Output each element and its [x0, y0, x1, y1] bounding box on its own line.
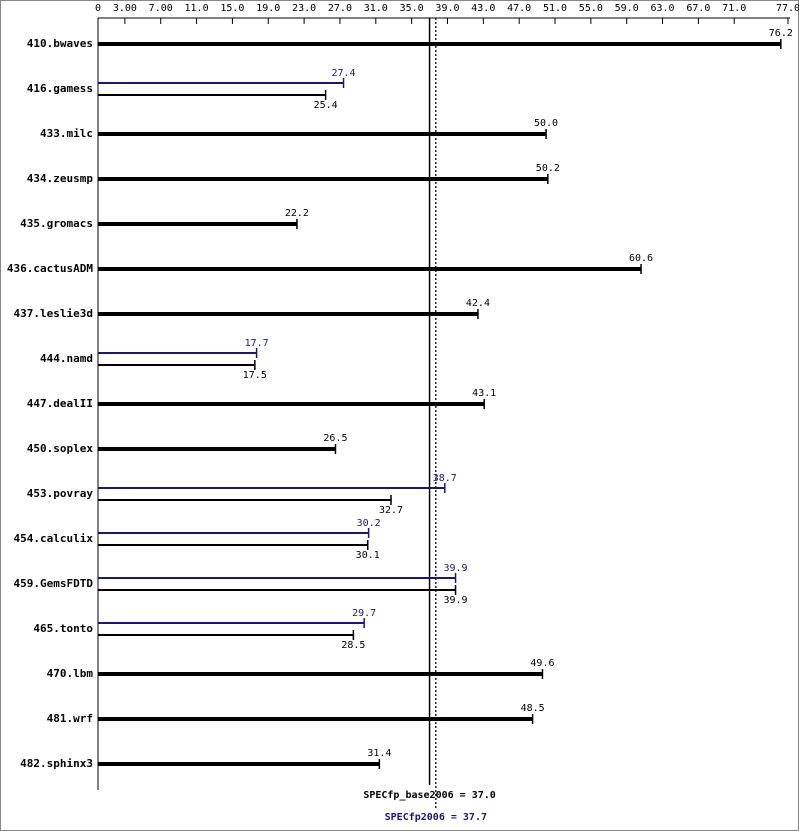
x-tick-label: 11.0 — [185, 3, 209, 14]
x-tick-label: 39.0 — [435, 3, 459, 14]
bar — [98, 177, 548, 181]
x-tick-label: 7.00 — [149, 3, 173, 14]
value-label: 25.4 — [314, 100, 338, 111]
value-label: 17.7 — [245, 338, 269, 349]
x-tick-label: 0 — [95, 3, 101, 14]
value-label: 50.0 — [534, 118, 558, 129]
bar — [98, 487, 445, 489]
value-label: 39.9 — [443, 595, 467, 606]
reference-label: SPECfp_base2006 = 37.0 — [363, 790, 495, 801]
bar — [98, 42, 781, 46]
value-label: 29.7 — [352, 608, 376, 619]
bar — [98, 82, 344, 84]
x-tick-label: 67.0 — [686, 3, 710, 14]
x-tick-label: 27.0 — [328, 3, 352, 14]
bar — [98, 132, 547, 136]
category-label: 454.calculix — [14, 532, 94, 545]
x-tick-label: 77.0 — [776, 3, 799, 14]
bar — [98, 352, 257, 354]
value-label: 60.6 — [629, 253, 653, 264]
category-label: 436.cactusADM — [7, 262, 93, 275]
value-label: 76.2 — [769, 28, 793, 39]
value-label: 30.2 — [357, 518, 381, 529]
x-tick-label: 51.0 — [543, 3, 567, 14]
bar — [98, 762, 380, 766]
category-label: 410.bwaves — [27, 37, 93, 50]
bar — [98, 312, 478, 316]
bar — [98, 634, 354, 636]
bar — [98, 222, 297, 226]
bar — [98, 717, 533, 721]
category-label: 482.sphinx3 — [20, 757, 93, 770]
x-tick-label: 19.0 — [256, 3, 280, 14]
x-tick-label: 23.0 — [292, 3, 316, 14]
category-label: 444.namd — [40, 352, 93, 365]
value-label: 28.5 — [341, 640, 365, 651]
bar — [98, 364, 255, 366]
value-label: 48.5 — [521, 703, 545, 714]
value-label: 50.2 — [536, 163, 560, 174]
value-label: 32.7 — [379, 505, 403, 516]
bar — [98, 577, 456, 579]
category-label: 433.milc — [40, 127, 93, 140]
category-label: 434.zeusmp — [27, 172, 94, 185]
x-tick-label: 15.0 — [220, 3, 244, 14]
x-tick-label: 3.00 — [113, 3, 137, 14]
x-tick-label: 31.0 — [364, 3, 388, 14]
bar — [98, 622, 365, 624]
bar — [98, 402, 485, 406]
category-label: 459.GemsFDTD — [14, 577, 94, 590]
value-label: 42.4 — [466, 298, 490, 309]
x-tick-label: 35.0 — [400, 3, 424, 14]
category-label: 465.tonto — [33, 622, 93, 635]
value-label: 43.1 — [472, 388, 496, 399]
category-label: 450.soplex — [27, 442, 94, 455]
bar — [98, 544, 368, 546]
bar — [98, 672, 543, 676]
category-label: 435.gromacs — [20, 217, 93, 230]
value-label: 38.7 — [433, 473, 457, 484]
x-tick-label: 71.0 — [722, 3, 746, 14]
bar — [98, 589, 456, 591]
category-label: 453.povray — [27, 487, 94, 500]
category-label: 470.lbm — [47, 667, 94, 680]
bar — [98, 447, 336, 451]
value-label: 39.9 — [443, 563, 467, 574]
value-label: 26.5 — [323, 433, 347, 444]
value-label: 22.2 — [285, 208, 309, 219]
x-tick-label: 55.0 — [579, 3, 603, 14]
category-label: 437.leslie3d — [14, 307, 93, 320]
category-label: 416.gamess — [27, 82, 93, 95]
category-label: 481.wrf — [47, 712, 93, 725]
x-tick-label: 47.0 — [507, 3, 531, 14]
reference-label: SPECfp2006 = 37.7 — [385, 812, 487, 823]
x-tick-label: 63.0 — [650, 3, 674, 14]
value-label: 17.5 — [243, 370, 267, 381]
bar — [98, 532, 369, 534]
category-label: 447.dealII — [27, 397, 93, 410]
value-label: 27.4 — [331, 68, 355, 79]
bar — [98, 499, 392, 501]
x-tick-label: 43.0 — [471, 3, 495, 14]
value-label: 30.1 — [356, 550, 380, 561]
bar — [98, 94, 326, 96]
value-label: 49.6 — [530, 658, 554, 669]
value-label: 31.4 — [367, 748, 391, 759]
x-tick-label: 59.0 — [615, 3, 639, 14]
bar — [98, 267, 642, 271]
